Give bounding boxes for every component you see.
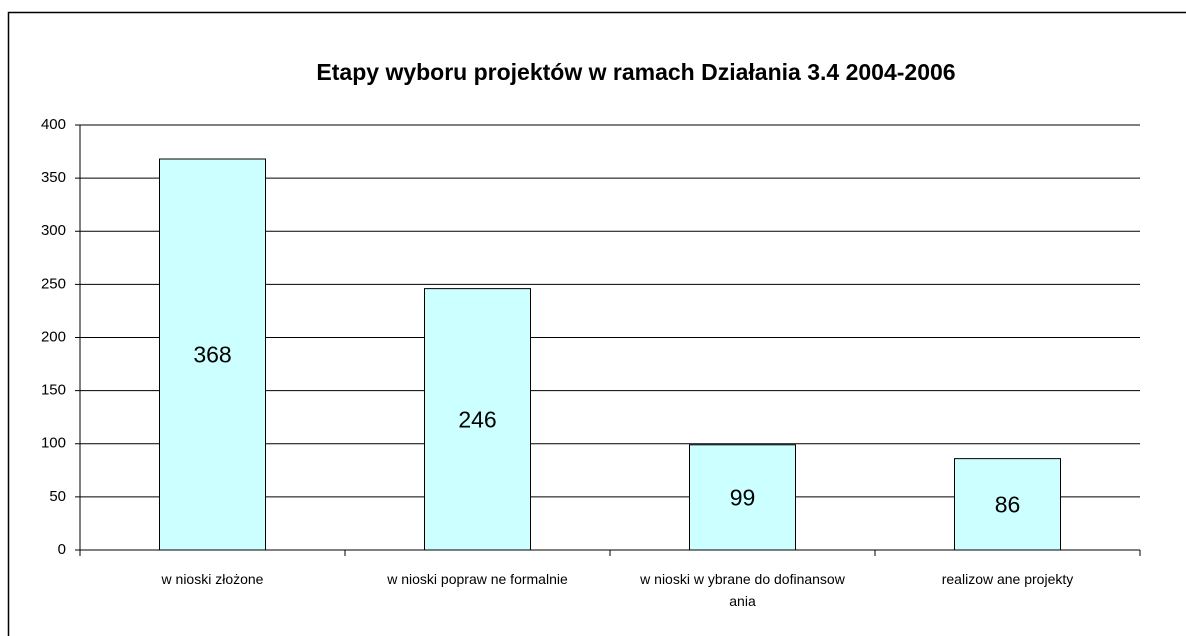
y-tick-label: 100 xyxy=(41,435,66,452)
value-label: 368 xyxy=(193,342,231,368)
y-tick-label: 50 xyxy=(49,488,66,505)
value-label: 99 xyxy=(730,484,756,510)
x-tick-label: w nioski w ybrane do dofinansow ania xyxy=(640,571,845,609)
y-tick-label: 250 xyxy=(41,275,66,292)
y-tick-label: 350 xyxy=(41,169,66,186)
value-label: 86 xyxy=(995,491,1021,517)
bar xyxy=(159,158,266,551)
y-tick-label: 0 xyxy=(58,541,66,558)
x-tick-label: w nioski złożone xyxy=(161,571,264,587)
y-tick-label: 400 xyxy=(41,116,66,133)
y-tick-label: 200 xyxy=(41,328,66,345)
chart-title: Etapy wyboru projektów w ramach Działani… xyxy=(316,59,955,85)
value-label: 246 xyxy=(458,406,496,432)
y-tick-label: 150 xyxy=(41,382,66,399)
bar xyxy=(689,444,796,551)
x-tick-label: w nioski popraw ne formalnie xyxy=(387,571,568,587)
x-tick-label: realizow ane projekty xyxy=(941,571,1074,587)
y-tick-label: 300 xyxy=(41,222,66,239)
bar xyxy=(424,288,531,551)
